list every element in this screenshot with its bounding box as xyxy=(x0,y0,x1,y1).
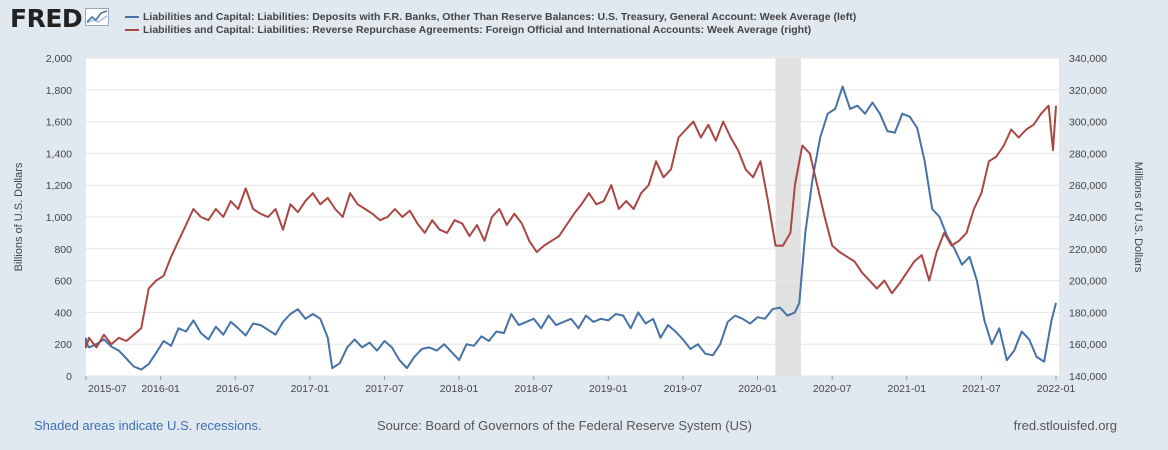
y-tick-left-label: 400 xyxy=(54,307,72,319)
x-tick-label: 2017-07 xyxy=(365,383,404,395)
source-url-link[interactable]: fred.stlouisfed.org xyxy=(1013,418,1117,433)
y-tick-left-label: 200 xyxy=(54,339,72,351)
y-tick-right-label: 220,000 xyxy=(1069,244,1107,256)
y-tick-left-label: 1,800 xyxy=(46,85,72,97)
legend-swatch-blue xyxy=(125,15,139,18)
x-tick-label: 2019-07 xyxy=(664,383,703,395)
y-tick-right-label: 200,000 xyxy=(1069,276,1107,288)
x-tick-label: 2015-07 xyxy=(88,383,127,395)
y-tick-right-label: 320,000 xyxy=(1069,85,1107,97)
fred-logo[interactable]: FRED xyxy=(10,4,110,33)
y-tick-right-label: 280,000 xyxy=(1069,148,1107,160)
source-note: Source: Board of Governors of the Federa… xyxy=(377,418,752,433)
y-tick-left-label: 600 xyxy=(54,276,72,288)
logo-text: FRED xyxy=(10,4,83,33)
x-tick-label: 2020-07 xyxy=(813,383,852,395)
legend-entry-treasury[interactable]: Liabilities and Capital: Liabilities: De… xyxy=(125,10,856,23)
x-tick-label: 2022-01 xyxy=(1037,383,1076,395)
y-tick-right-label: 300,000 xyxy=(1069,117,1107,129)
x-tick-label: 2018-07 xyxy=(514,383,553,395)
chart-legend: Liabilities and Capital: Liabilities: De… xyxy=(125,10,856,36)
legend-label-reverse-repo: Liabilities and Capital: Liabilities: Re… xyxy=(143,23,812,36)
y-tick-left-label: 1,200 xyxy=(46,180,72,192)
series-line-treasury xyxy=(85,85,1057,371)
y-tick-right-label: 340,000 xyxy=(1069,53,1107,65)
legend-entry-reverse-repo[interactable]: Liabilities and Capital: Liabilities: Re… xyxy=(125,23,856,36)
series-lines xyxy=(85,85,1057,371)
x-tick-label: 2016-01 xyxy=(141,383,180,395)
y-tick-left-label: 1,000 xyxy=(46,212,72,224)
y-tick-left-label: 1,600 xyxy=(46,117,72,129)
y-tick-right-label: 260,000 xyxy=(1069,180,1107,192)
x-tick-label: 2019-01 xyxy=(589,383,628,395)
y-tick-left-label: 0 xyxy=(66,371,72,383)
y-axis-left-ticks: 0 200 400 600 800 1,000 1,200 1,400 1,600 1,800 2,… xyxy=(46,53,72,383)
grid-lines xyxy=(86,57,1059,377)
recession-note: Shaded areas indicate U.S. recessions. xyxy=(34,418,262,433)
y-tick-left-label: 800 xyxy=(54,244,72,256)
y-tick-right-label: 160,000 xyxy=(1069,339,1107,351)
y-axis-right-label: Millions of U.S. Dollars xyxy=(1132,162,1144,273)
x-tick-label: 2016-07 xyxy=(216,383,255,395)
legend-label-treasury: Liabilities and Capital: Liabilities: De… xyxy=(143,10,857,23)
x-tick-label: 2020-01 xyxy=(738,383,777,395)
chart-footer: Shaded areas indicate U.S. recessions. S… xyxy=(0,410,1168,440)
x-axis-ticks: 2015-07 2016-01 2016-07 2017-01 2017-07 2018-… xyxy=(85,376,1076,395)
y-tick-right-label: 140,000 xyxy=(1069,371,1107,383)
y-tick-left-label: 1,400 xyxy=(46,148,72,160)
x-tick-label: 2018-01 xyxy=(440,383,479,395)
x-tick-label: 2021-07 xyxy=(962,383,1001,395)
line-chart[interactable]: 0 200 400 600 800 1,000 1,200 1,400 1,600 1,800 2,… xyxy=(0,0,1168,400)
y-axis-right-ticks: 140,000 160,000 180,000 200,000 220,000 240,0… xyxy=(1069,53,1107,383)
y-tick-right-label: 180,000 xyxy=(1069,307,1107,319)
chart-header: FRED Liabilities and Capital: Liabilitie… xyxy=(0,0,1168,52)
legend-swatch-red xyxy=(125,28,139,31)
y-tick-left-label: 2,000 xyxy=(46,53,72,65)
y-tick-right-label: 240,000 xyxy=(1069,212,1107,224)
x-tick-label: 2021-01 xyxy=(888,383,927,395)
fred-chart-icon xyxy=(85,8,110,26)
x-tick-label: 2017-01 xyxy=(291,383,330,395)
series-line-reverse-repo xyxy=(85,104,1057,349)
y-axis-left-label: Billions of U.S. Dollars xyxy=(13,162,25,271)
